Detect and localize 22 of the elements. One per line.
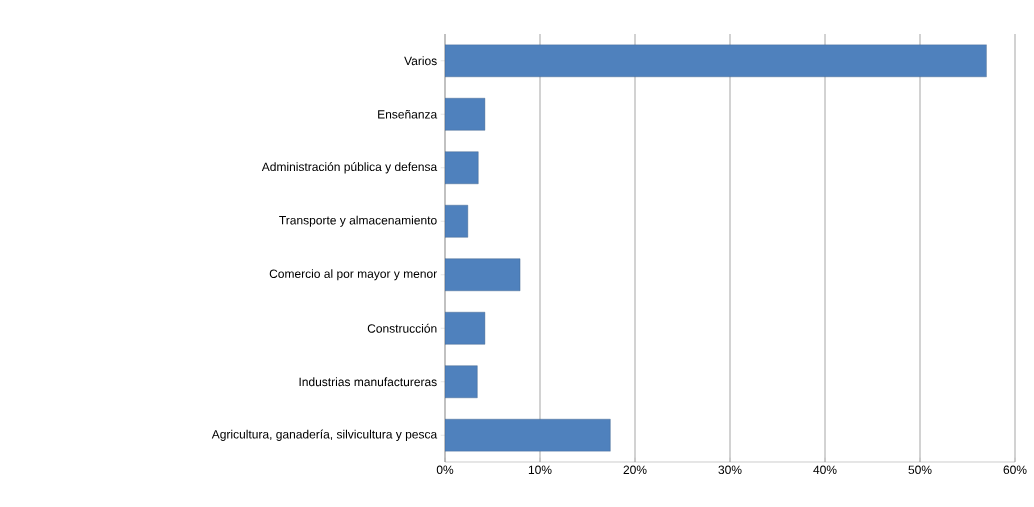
y-tick-label: Agricultura, ganadería, silvicultura y pesca	[211, 429, 438, 441]
y-tick-label: Comercio al por mayor y menor	[269, 269, 437, 281]
y-tick-label: Enseñanza	[378, 109, 438, 119]
x-tick-label: 30%	[718, 465, 742, 475]
bar	[445, 151, 479, 184]
x-tick-label: 40%	[813, 465, 837, 475]
y-tick-label: Industrias manufactureras	[299, 377, 437, 387]
y-tick-label: Construcción	[367, 323, 437, 333]
y-tick-label: Transporte y almacenamiento	[279, 215, 437, 227]
x-tick-label: 60%	[1003, 465, 1027, 475]
x-tick-label: 10%	[528, 465, 552, 475]
bar	[445, 258, 521, 291]
bar	[445, 419, 611, 452]
bar	[445, 44, 987, 78]
y-tick-label: Varios	[404, 56, 437, 66]
bar	[445, 312, 486, 345]
x-tick-label: 0%	[436, 465, 454, 475]
x-tick-label: 50%	[908, 465, 932, 475]
bar	[445, 365, 478, 398]
bar	[445, 98, 486, 131]
x-tick-label: 20%	[623, 465, 647, 475]
y-tick-label: Administración pública y defensa	[261, 162, 438, 174]
